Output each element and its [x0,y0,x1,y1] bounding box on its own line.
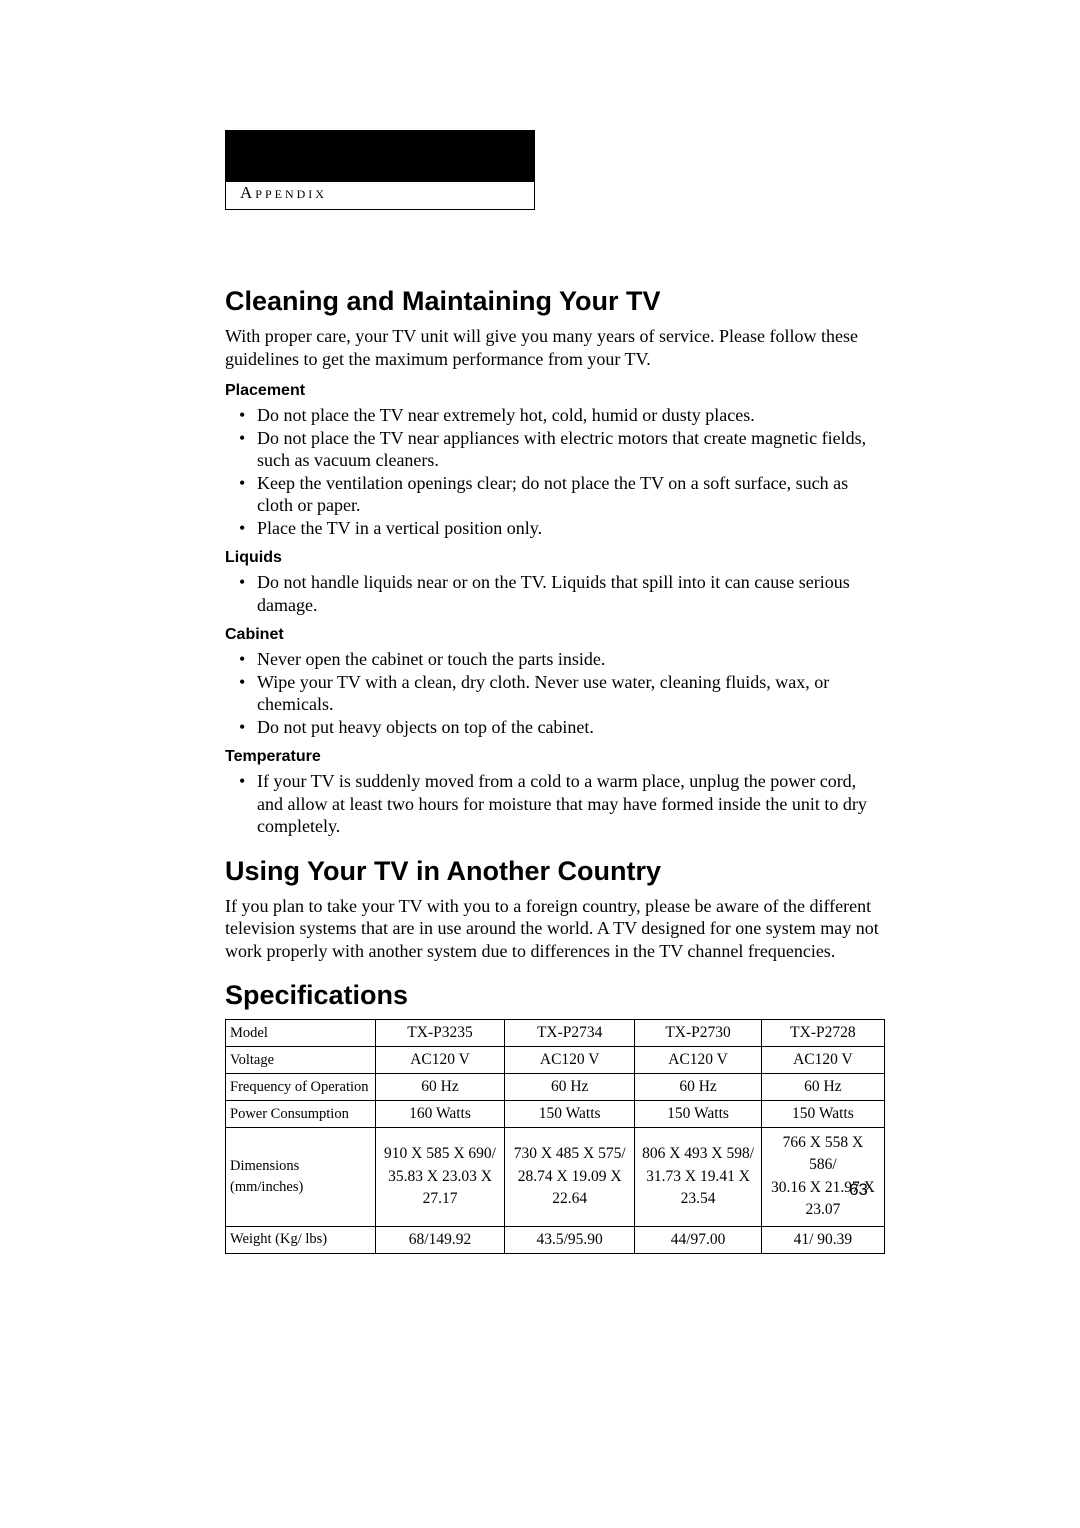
cell: 766 X 558 X 586/ 30.16 X 21.97 X 23.07 [761,1128,884,1227]
liquids-list: Do not handle liquids near or on the TV.… [225,571,885,616]
cell: 41/ 90.39 [761,1226,884,1253]
list-item: Do not place the TV near extremely hot, … [225,404,885,427]
cell: 60 Hz [505,1074,635,1101]
table-row: Dimensions (mm/inches) 910 X 585 X 690/ … [226,1128,885,1227]
temperature-list: If your TV is suddenly moved from a cold… [225,770,885,838]
list-item: If your TV is suddenly moved from a cold… [225,770,885,838]
row-label-power: Power Consumption [226,1101,376,1128]
dims-mm: 766 X 558 X 586/ [783,1134,864,1173]
appendix-label: Appendix [240,183,327,203]
table-row: Weight (Kg/ lbs) 68/149.92 43.5/95.90 44… [226,1226,885,1253]
heading-abroad: Using Your TV in Another Country [225,856,885,887]
page-content: Appendix Cleaning and Maintaining Your T… [225,130,885,1254]
placement-list: Do not place the TV near extremely hot, … [225,404,885,539]
heading-cleaning: Cleaning and Maintaining Your TV [225,286,885,317]
table-row: Frequency of Operation 60 Hz 60 Hz 60 Hz… [226,1074,885,1101]
subhead-cabinet: Cabinet [225,626,885,644]
cell: 150 Watts [635,1101,761,1128]
cell: 68/149.92 [376,1226,505,1253]
cell: AC120 V [376,1047,505,1074]
specs-table: Model TX-P3235 TX-P2734 TX-P2730 TX-P272… [225,1019,885,1254]
dims-label-1: Dimensions [230,1158,299,1174]
list-item: Place the TV in a vertical position only… [225,517,885,540]
dims-mm: 910 X 585 X 690/ [384,1145,496,1162]
row-label-weight: Weight (Kg/ lbs) [226,1226,376,1253]
cell: 60 Hz [635,1074,761,1101]
cell: AC120 V [635,1047,761,1074]
list-item: Do not put heavy objects on top of the c… [225,716,885,739]
list-item: Do not handle liquids near or on the TV.… [225,571,885,616]
cell: 806 X 493 X 598/ 31.73 X 19.41 X 23.54 [635,1128,761,1227]
dims-in: 35.83 X 23.03 X 27.17 [388,1168,492,1207]
cell: TX-P2734 [505,1020,635,1047]
row-label-frequency: Frequency of Operation [226,1074,376,1101]
table-row: Voltage AC120 V AC120 V AC120 V AC120 V [226,1047,885,1074]
cell: 730 X 485 X 575/ 28.74 X 19.09 X 22.64 [505,1128,635,1227]
page-number: 63 [849,1180,868,1200]
cell: AC120 V [505,1047,635,1074]
row-label-voltage: Voltage [226,1047,376,1074]
heading-specs: Specifications [225,980,885,1011]
subhead-temperature: Temperature [225,748,885,766]
cell: 43.5/95.90 [505,1226,635,1253]
abroad-intro: If you plan to take your TV with you to … [225,895,885,963]
dims-label-2: (mm/inches) [230,1179,303,1195]
row-label-dimensions: Dimensions (mm/inches) [226,1128,376,1227]
table-row: Model TX-P3235 TX-P2734 TX-P2730 TX-P272… [226,1020,885,1047]
appendix-box: Appendix [225,130,535,210]
dims-in: 28.74 X 19.09 X 22.64 [518,1168,622,1207]
dims-in: 31.73 X 19.41 X 23.54 [646,1168,750,1207]
list-item: Do not place the TV near appliances with… [225,427,885,472]
cell: 60 Hz [761,1074,884,1101]
cell: TX-P2730 [635,1020,761,1047]
appendix-black-bar [225,130,535,182]
table-row: Power Consumption 160 Watts 150 Watts 15… [226,1101,885,1128]
cell: TX-P3235 [376,1020,505,1047]
cell: 160 Watts [376,1101,505,1128]
cell: 60 Hz [376,1074,505,1101]
list-item: Never open the cabinet or touch the part… [225,648,885,671]
subhead-placement: Placement [225,382,885,400]
list-item: Wipe your TV with a clean, dry cloth. Ne… [225,671,885,716]
cabinet-list: Never open the cabinet or touch the part… [225,648,885,738]
dims-mm: 806 X 493 X 598/ [642,1145,754,1162]
dims-mm: 730 X 485 X 575/ [514,1145,626,1162]
list-item: Keep the ventilation openings clear; do … [225,472,885,517]
cell: 910 X 585 X 690/ 35.83 X 23.03 X 27.17 [376,1128,505,1227]
row-label-model: Model [226,1020,376,1047]
cell: AC120 V [761,1047,884,1074]
cleaning-intro: With proper care, your TV unit will give… [225,325,885,370]
subhead-liquids: Liquids [225,549,885,567]
cell: 150 Watts [761,1101,884,1128]
cell: TX-P2728 [761,1020,884,1047]
cell: 150 Watts [505,1101,635,1128]
cell: 44/97.00 [635,1226,761,1253]
